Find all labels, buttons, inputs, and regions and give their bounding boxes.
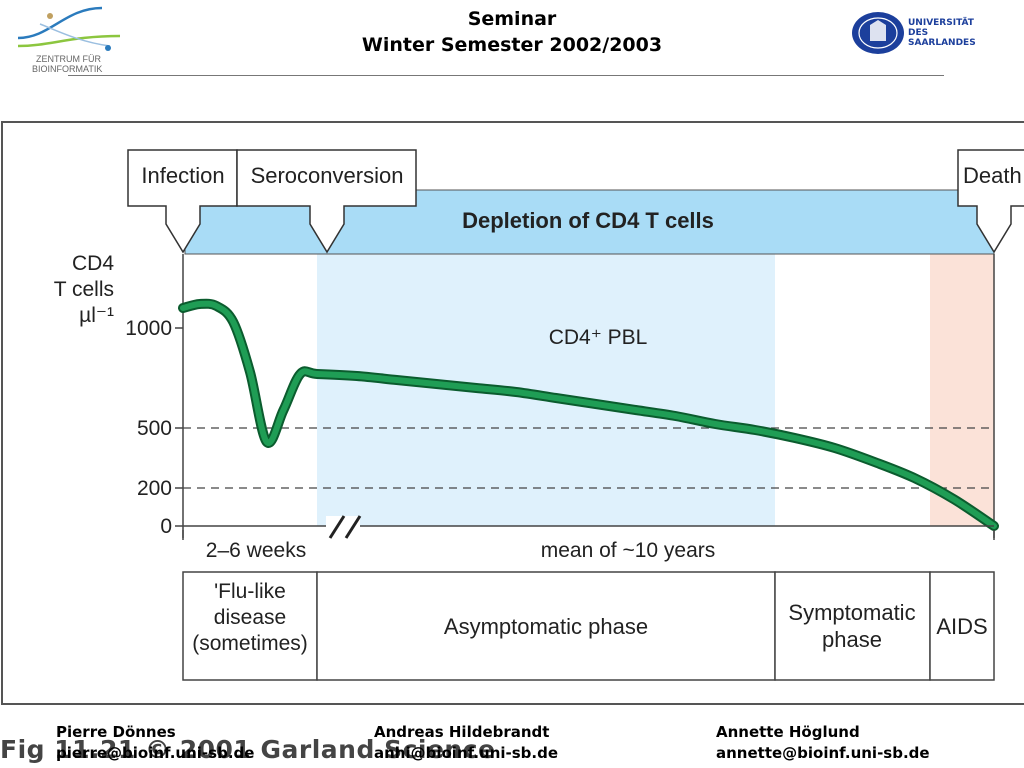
event-infection: Infection xyxy=(141,163,224,188)
author-name: Andreas Hildebrandt xyxy=(374,723,550,741)
cd4-depletion-chart: Depletion of CD4 T cells Infection Seroc… xyxy=(1,121,1024,705)
author-hildebrandt: Andreas Hildebrandt anhi@bioinf.uni-sb.d… xyxy=(374,722,558,764)
phase-asymptomatic: Asymptomatic phase xyxy=(316,571,776,681)
author-email[interactable]: anhi@bioinf.uni-sb.de xyxy=(374,744,559,762)
time-label-weeks: 2–6 weeks xyxy=(206,539,306,562)
y-tick-label: 500 xyxy=(137,417,172,440)
svg-text:Symptomatic: Symptomatic xyxy=(788,600,915,625)
y-tick-label: 0 xyxy=(160,515,172,538)
y-tick-label: 200 xyxy=(137,477,172,500)
infection-marker: Infection xyxy=(127,149,238,254)
time-label-years: mean of ~10 years xyxy=(541,539,716,562)
event-seroconversion: Seroconversion xyxy=(251,163,404,188)
phase-symptomatic: Symptomatic phase xyxy=(774,571,931,681)
event-death: Death xyxy=(963,163,1022,188)
author-name: Pierre Dönnes xyxy=(56,723,176,741)
svg-text:AIDS: AIDS xyxy=(936,614,987,639)
y-tick-label: 1000 xyxy=(125,317,172,340)
zentrum-bioinformatik-logo: ZENTRUM FÜR BIOINFORMATIK xyxy=(17,6,121,74)
axis-break-mark-1 xyxy=(328,515,346,539)
title-line-1: Seminar xyxy=(467,8,557,30)
ylabel-line1: CD4 xyxy=(72,252,114,275)
ylabel-line3: µl⁻¹ xyxy=(79,304,114,327)
seroconversion-marker: Seroconversion xyxy=(236,149,417,254)
phase-flu-like: 'Flu-like disease (sometimes) xyxy=(182,571,318,681)
author-donnes: Pierre Dönnes pierre@bioinf.uni-sb.de xyxy=(56,722,254,764)
svg-text:'Flu-like: 'Flu-like xyxy=(214,580,286,603)
page-title: Seminar Winter Semester 2002/2003 xyxy=(0,6,1024,58)
saarland-university-seal xyxy=(852,12,904,54)
title-line-2: Winter Semester 2002/2003 xyxy=(361,34,663,56)
svg-text:(sometimes): (sometimes) xyxy=(192,632,308,655)
figure-caption: Fig 11.21 © 2001 Garland Science xyxy=(0,735,496,764)
svg-text:Asymptomatic phase: Asymptomatic phase xyxy=(444,614,648,639)
header-divider xyxy=(68,75,944,76)
cd4-curve xyxy=(180,300,997,529)
author-email[interactable]: annette@bioinf.uni-sb.de xyxy=(716,744,930,762)
axis-break-mark-2 xyxy=(344,515,362,539)
death-marker: Death xyxy=(957,149,1024,254)
svg-text:phase: phase xyxy=(822,627,882,652)
banner-label: Depletion of CD4 T cells xyxy=(462,208,714,233)
author-hoglund: Annette Höglund annette@bioinf.uni-sb.de xyxy=(716,722,930,764)
svg-text:disease: disease xyxy=(214,606,286,629)
logo-left-line2: BIOINFORMATIK xyxy=(32,64,102,74)
author-name: Annette Höglund xyxy=(716,723,860,741)
asymptomatic-band xyxy=(317,254,775,526)
logo-left-line1: ZENTRUM FÜR xyxy=(36,54,101,64)
ylabel-line2: T cells xyxy=(54,278,114,301)
aids-band xyxy=(930,254,994,526)
series-label: CD4⁺ PBL xyxy=(549,326,648,349)
phase-aids: AIDS xyxy=(929,571,995,681)
author-email[interactable]: pierre@bioinf.uni-sb.de xyxy=(56,744,255,762)
saarland-university-wordmark: UNIVERSITÄT DES SAARLANDES xyxy=(908,18,976,48)
